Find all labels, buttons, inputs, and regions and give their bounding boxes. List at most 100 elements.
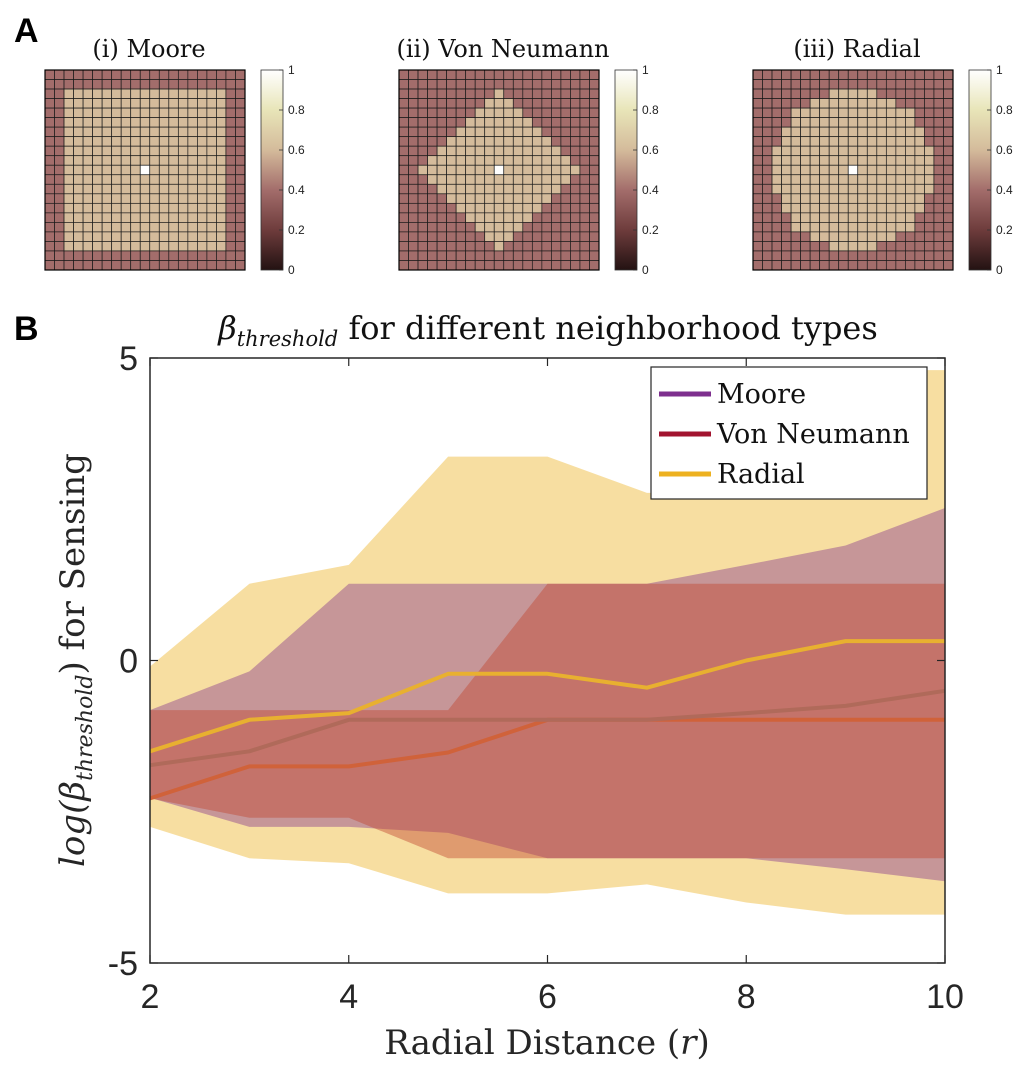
heatmap-cell: [503, 250, 514, 261]
heatmap-cell: [551, 222, 562, 233]
heatmap-cell: [809, 107, 821, 118]
heatmap-cell: [235, 69, 246, 80]
heatmap-cell: [933, 79, 944, 90]
heatmap-cell: [885, 222, 897, 233]
heatmap-cell: [809, 222, 821, 233]
heatmap-cell: [800, 117, 811, 128]
heatmap-cell: [63, 155, 74, 166]
heatmap-cell: [589, 126, 600, 138]
heatmap-cell: [417, 88, 428, 99]
y-tick-label: -5: [108, 945, 138, 983]
heatmap-cell: [781, 88, 792, 99]
heatmap-cell: [436, 193, 447, 204]
heatmap-cell: [197, 241, 208, 252]
heatmap-cell: [828, 126, 840, 138]
heatmap-cell: [522, 117, 533, 128]
heatmap-cell: [139, 126, 151, 138]
heatmap-cell: [819, 107, 830, 118]
heatmap-cell: [560, 212, 571, 223]
heatmap-cell: [465, 202, 476, 214]
heatmap-cell: [905, 193, 916, 204]
heatmap-cell: [82, 260, 93, 271]
heatmap-cell: [503, 79, 514, 90]
heatmap-cell: [177, 260, 189, 271]
heatmap-cell: [197, 212, 208, 223]
heatmap-cell: [149, 250, 160, 261]
heatmap-cell: [216, 222, 227, 233]
heatmap-cell: [781, 126, 792, 138]
heatmap-cell: [924, 193, 935, 204]
mean-lines: [149, 639, 946, 801]
heatmap-cell: [762, 98, 773, 109]
heatmap-cell: [933, 88, 944, 99]
heatmap-cell: [216, 79, 227, 90]
heatmap-von-neumann-grid: [398, 69, 600, 271]
heatmap-cell: [216, 88, 227, 99]
heatmap-cell: [427, 231, 438, 242]
x-axis-label-var: r: [680, 1023, 698, 1063]
heatmap-cell: [63, 212, 74, 223]
heatmap-cell: [914, 183, 925, 195]
heatmap-cell: [139, 164, 151, 176]
heatmap-cell: [44, 117, 55, 128]
heatmap-cell: [914, 231, 925, 242]
heatmap-cell: [579, 222, 590, 233]
colorbar-tick-label: 0: [642, 263, 649, 277]
heatmap-cell: [187, 241, 198, 252]
heatmap-cell: [225, 202, 236, 214]
heatmap-cell: [111, 222, 122, 233]
heatmap-cell: [781, 69, 792, 80]
heatmap-cell: [551, 126, 562, 138]
heatmap-cell: [493, 164, 505, 176]
heatmap-cell: [809, 79, 821, 90]
heatmap-cell: [933, 222, 944, 233]
colorbar-tick-label: 0.8: [642, 103, 659, 117]
heatmap-cell: [474, 202, 486, 214]
heatmap-cell: [589, 136, 600, 147]
heatmap-cell: [800, 222, 811, 233]
heatmap-cell: [216, 174, 227, 185]
heatmap-cell: [531, 136, 543, 147]
heatmap-cell: [120, 202, 132, 214]
heatmap-cell: [474, 241, 486, 252]
heatmap-cell: [235, 88, 246, 99]
heatmap-cell: [139, 117, 151, 128]
heatmap-cell: [752, 145, 763, 157]
heatmap-cell: [427, 136, 438, 147]
heatmap-cell: [847, 260, 859, 271]
heatmap-cell: [235, 126, 246, 138]
heatmap-cell: [54, 212, 65, 223]
band-moore: [150, 508, 945, 882]
heatmap-cell: [120, 183, 132, 195]
heatmap-cell: [570, 212, 581, 223]
heatmap-cell: [120, 126, 132, 138]
heatmap-cell: [139, 69, 151, 80]
heatmap-cell: [235, 79, 246, 90]
heatmap-cell: [158, 250, 170, 261]
heatmap-cell: [531, 126, 543, 138]
heatmap-cell: [885, 145, 897, 157]
heatmap-cell: [560, 69, 571, 80]
heatmap-cell: [752, 174, 763, 185]
heatmap-cell: [762, 231, 773, 242]
heatmap-cell: [225, 222, 236, 233]
heatmap-cell: [885, 117, 897, 128]
heatmap-cell: [579, 88, 590, 99]
colorbar-tick-label: 1: [288, 63, 295, 77]
heatmap-cell: [130, 241, 141, 252]
heatmap-cell: [474, 155, 486, 166]
heatmap-cell: [446, 164, 457, 176]
heatmap-cell: [809, 212, 821, 223]
heatmap-cell: [933, 183, 944, 195]
title-rest: for different neighborhood types: [338, 309, 878, 347]
heatmap-cell: [82, 174, 93, 185]
heatmap-cell: [560, 174, 571, 185]
heatmap-cell: [139, 98, 151, 109]
heatmap-cell: [465, 212, 476, 223]
heatmap-cell: [771, 107, 782, 118]
heatmap-cell: [427, 241, 438, 252]
heatmap-cell: [158, 155, 170, 166]
heatmap-cell: [130, 212, 141, 223]
heatmap-cell: [54, 250, 65, 261]
heatmap-cell: [111, 202, 122, 214]
